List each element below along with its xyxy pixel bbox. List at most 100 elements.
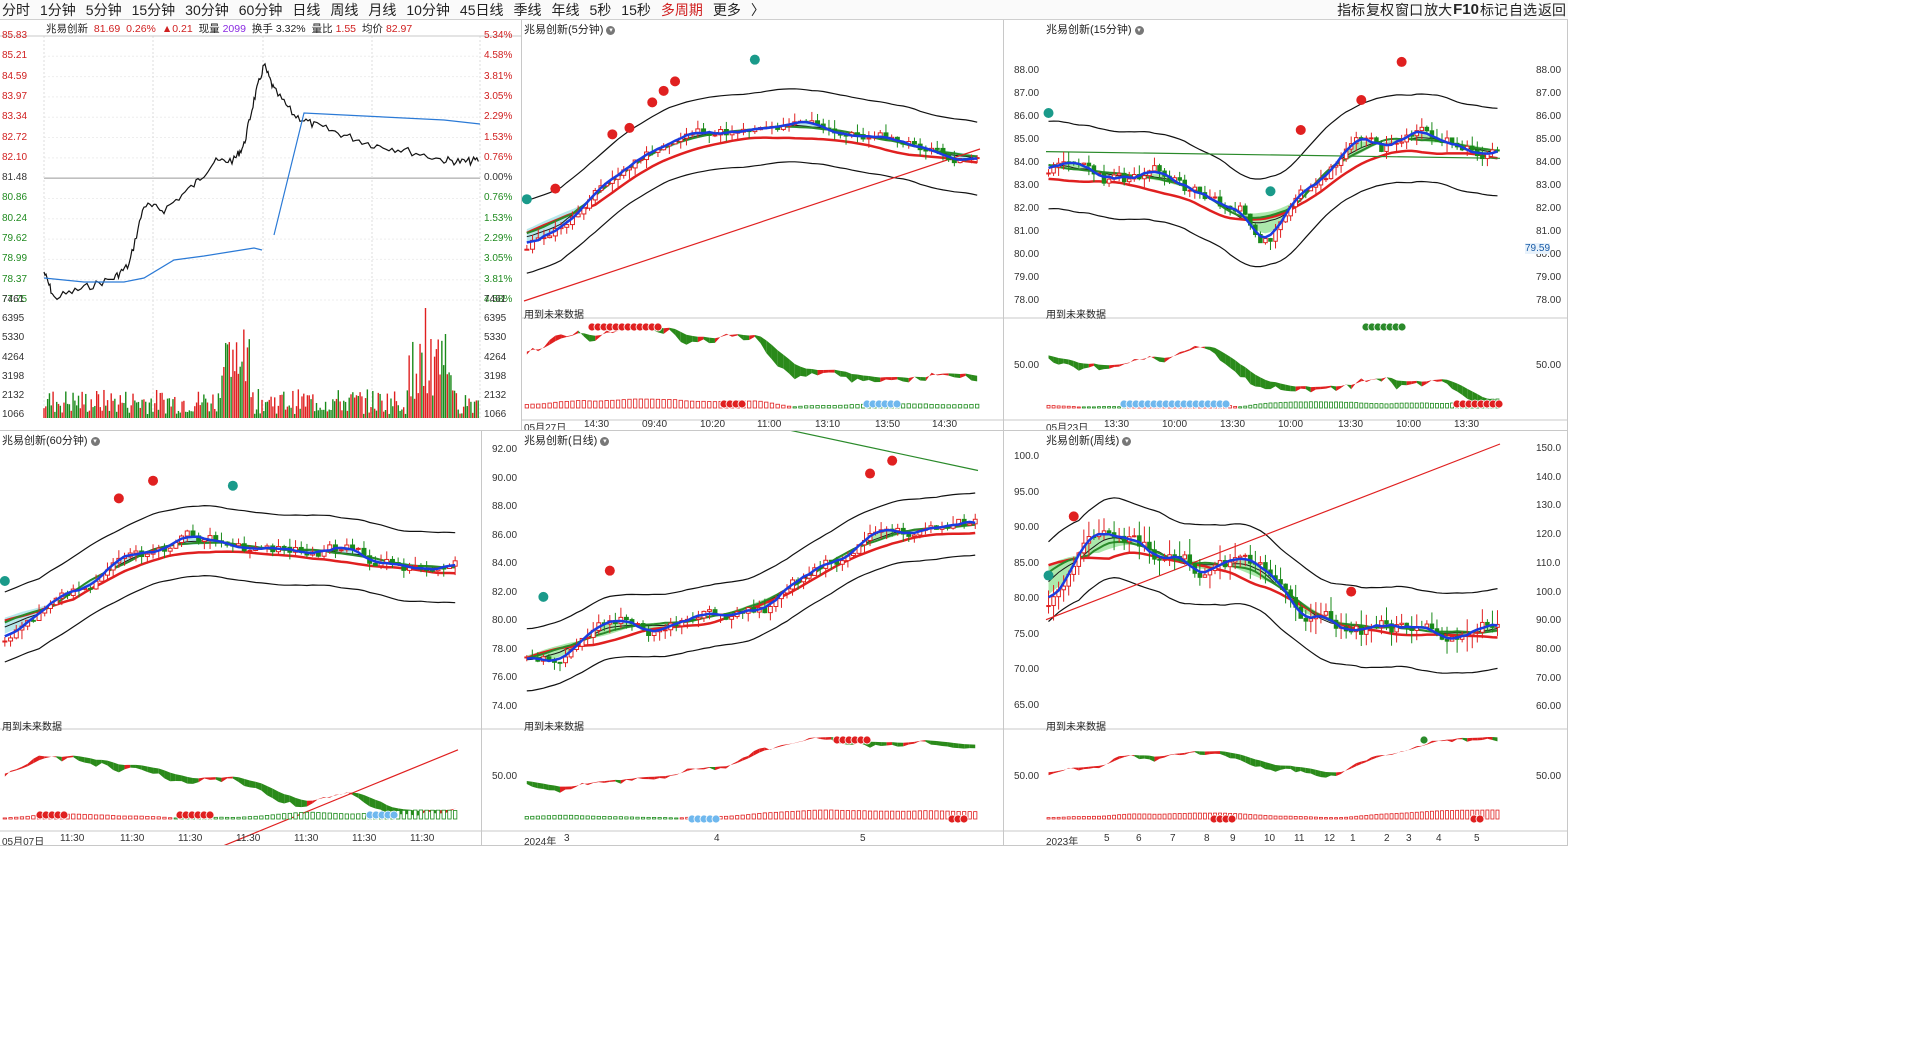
candle-body [1369, 137, 1374, 140]
price-axis-label: 77.75 [2, 294, 28, 305]
osc-bar [678, 399, 683, 409]
boll-upper [4, 504, 456, 593]
candle-body [1061, 585, 1066, 591]
osc-bar [757, 812, 762, 820]
period-tab[interactable]: 日线 [292, 1, 321, 18]
osc-ribbon [1411, 380, 1417, 385]
chart-daily[interactable] [482, 431, 1004, 846]
candle-body [1162, 558, 1167, 561]
osc-ribbon [1482, 737, 1488, 740]
chart-60min[interactable] [0, 431, 482, 846]
osc-bar [270, 814, 275, 820]
period-tab[interactable]: 〉 [750, 1, 765, 18]
intraday-chart[interactable] [0, 20, 522, 431]
long-ma [523, 148, 981, 302]
tool-button[interactable]: 标记 [1480, 1, 1508, 18]
period-tab[interactable]: 60分钟 [238, 1, 283, 18]
settings-icon[interactable]: ▾ [606, 25, 616, 35]
tool-button[interactable]: 自选 [1509, 1, 1537, 18]
stock-name: 兆易创新 [46, 23, 88, 35]
osc-bar [547, 402, 552, 409]
osc-bar [535, 815, 540, 820]
period-tab[interactable]: 月线 [368, 1, 397, 18]
chart-5min[interactable] [522, 20, 1004, 431]
price-axis-label: 83.00 [1014, 180, 1040, 191]
tool-button[interactable]: 放大 [1424, 1, 1453, 18]
osc-bar [1162, 813, 1167, 820]
ma-band-fill [526, 521, 976, 660]
x-axis-label: 05月23日 [1046, 423, 1089, 431]
ma-green [526, 523, 976, 660]
osc-ribbon [1396, 751, 1402, 754]
signal-pill [653, 322, 663, 332]
osc-bar [1147, 813, 1152, 820]
candle-body [1182, 554, 1187, 560]
osc-bar [661, 399, 666, 409]
osc-ribbon [1174, 753, 1180, 756]
period-tab[interactable]: 15秒 [621, 1, 651, 18]
candle-body [2, 640, 8, 643]
osc-bar [99, 814, 104, 820]
vol-axis-label: 5330 [484, 332, 507, 344]
osc-bar [940, 404, 946, 409]
osc-bar [1258, 814, 1263, 820]
settings-icon[interactable]: ▾ [90, 436, 100, 446]
osc-bar [775, 403, 780, 409]
tool-button[interactable]: 返回 [1538, 1, 1566, 18]
tool-button[interactable]: 指标 [1337, 1, 1366, 18]
osc-bar [1192, 812, 1197, 820]
osc-bar [957, 404, 963, 409]
period-tab[interactable]: 季线 [513, 1, 542, 18]
osc-ribbon [1230, 752, 1236, 759]
settings-icon[interactable]: ▾ [1122, 436, 1132, 446]
period-tab[interactable]: 年线 [551, 1, 580, 18]
period-tab[interactable]: 更多 [712, 1, 741, 18]
candle-body [1258, 233, 1263, 244]
tool-button[interactable]: 复权 [1366, 1, 1395, 18]
period-tab[interactable]: 15分钟 [131, 1, 176, 18]
signal-marker [1043, 570, 1054, 581]
osc-ribbon [1119, 363, 1125, 367]
tool-button[interactable]: 窗口 [1395, 1, 1424, 18]
osc-ribbon [301, 799, 307, 808]
period-tab[interactable]: 多周期 [660, 1, 703, 18]
period-tab[interactable]: 10分钟 [406, 1, 450, 18]
price-axis-label: 82.72 [2, 131, 28, 143]
osc-ribbon [261, 783, 268, 796]
chart-15min[interactable] [1004, 20, 1568, 431]
osc-bar [569, 814, 574, 820]
osc-ribbon [686, 334, 693, 345]
osc-bar [1102, 815, 1106, 820]
osc-bar [1253, 814, 1258, 820]
osc-bar [1197, 812, 1202, 820]
chart-weekly[interactable] [1004, 431, 1568, 846]
osc-bar [1419, 402, 1424, 409]
period-tab[interactable]: 5分钟 [85, 1, 122, 18]
osc-ribbon [766, 340, 772, 360]
osc-axis-label: 50.00 [1536, 771, 1562, 782]
osc-ribbon [582, 782, 588, 786]
osc-ribbon [1462, 385, 1468, 399]
period-tab[interactable]: 45日线 [459, 1, 504, 18]
blue-line [1048, 130, 1498, 239]
tool-button[interactable]: F10 [1453, 1, 1479, 18]
osc-ribbon [1053, 770, 1059, 774]
period-tab[interactable]: 周线 [330, 1, 359, 18]
osc-bar [1076, 816, 1081, 820]
osc-bar [1354, 815, 1359, 820]
settings-icon[interactable]: ▾ [1134, 25, 1144, 35]
osc-bar [821, 405, 826, 409]
settings-icon[interactable]: ▾ [600, 436, 610, 446]
period-tab[interactable]: 1分钟 [40, 1, 76, 18]
period-tab[interactable]: 30分钟 [185, 1, 229, 18]
osc-bar [1404, 812, 1409, 820]
osc-bar [1097, 406, 1101, 409]
period-tab[interactable]: 5秒 [589, 1, 612, 18]
osc-ribbon [726, 333, 733, 337]
osc-ribbon [352, 792, 359, 798]
osc-bar [1308, 816, 1313, 820]
osc-bar [746, 814, 751, 820]
period-tab[interactable]: 分时 [2, 1, 30, 18]
osc-bar [901, 810, 906, 820]
turn-label: 换手 [251, 23, 273, 35]
